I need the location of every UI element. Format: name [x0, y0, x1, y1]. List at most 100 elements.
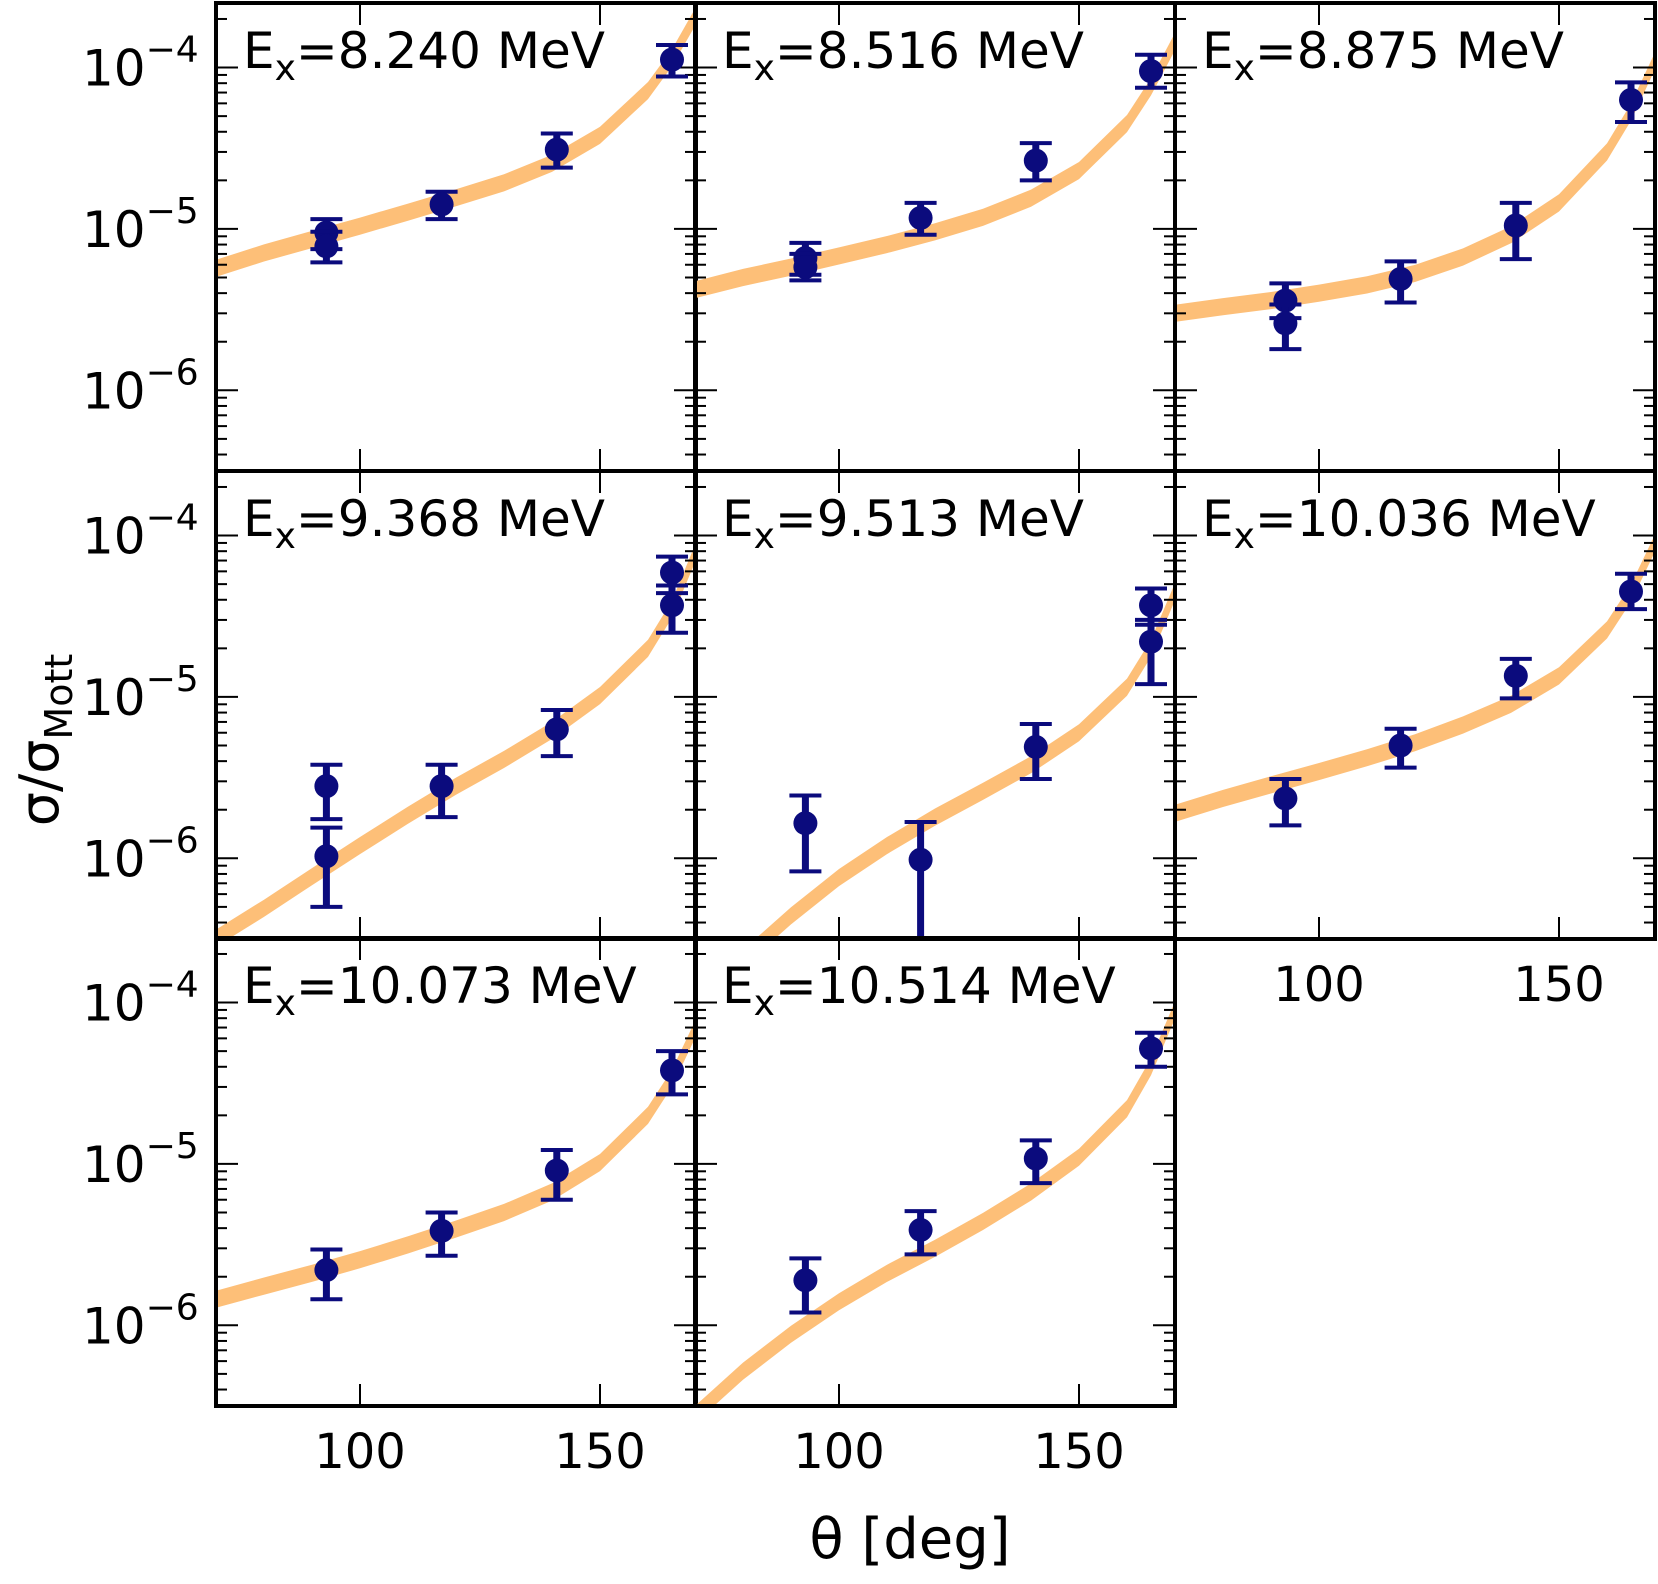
panel-5-label: Ex=9.513 MeV: [722, 490, 1084, 557]
panel-6-label: Ex=10.036 MeV: [1202, 490, 1596, 557]
data-point: [1619, 579, 1643, 604]
panel-3-label: Ex=8.875 MeV: [1202, 22, 1564, 89]
panel-7-ytick-label: 10−4: [82, 965, 199, 1033]
panel-5-label-sub: x: [754, 516, 775, 557]
ytick-label-base: 10: [82, 362, 146, 420]
y-axis-label-sub: Mott: [37, 654, 81, 740]
panel-8-label-prefix: E: [722, 957, 754, 1015]
data-point: [544, 137, 569, 162]
panel-7-label: Ex=10.073 MeV: [243, 957, 637, 1024]
panel-8-points: [789, 1030, 1167, 1315]
panel-3-label-value: =8.875 MeV: [1255, 22, 1564, 80]
panel-1-points: [310, 42, 688, 265]
panel-5-label-prefix: E: [722, 490, 754, 548]
panel-4-ytick-label: 10−6: [82, 820, 199, 888]
panel-4-label-sub: x: [275, 516, 296, 557]
panel-6-xtick-label: 150: [1513, 957, 1605, 1013]
data-point: [544, 717, 569, 742]
data-point: [793, 255, 818, 280]
data-point: [1619, 87, 1643, 112]
ytick-label-exp: −6: [146, 352, 199, 393]
data-point: [1139, 1036, 1163, 1061]
data-point: [1139, 59, 1163, 84]
panel-1-ytick-label: 10−5: [82, 191, 199, 259]
data-point: [314, 774, 339, 799]
ytick-label-exp: −5: [146, 659, 199, 700]
ytick-label-exp: −4: [146, 965, 199, 1006]
panel-2-label-value: =8.516 MeV: [775, 22, 1084, 80]
panel-6-label-sub: x: [1234, 516, 1255, 557]
ytick-label-exp: −4: [146, 30, 199, 71]
panel-4-theory-band: [216, 542, 696, 939]
panel-7-ytick-label: 10−6: [82, 1287, 199, 1355]
panel-1-label-prefix: E: [243, 22, 275, 80]
panel-1-theory-band: [216, 7, 696, 277]
ytick-label-base: 10: [82, 1136, 146, 1194]
ytick-label-base: 10: [82, 1297, 146, 1355]
panel-2-label-prefix: E: [722, 22, 754, 80]
axis-labels: θ [deg] σ/σMott: [8, 654, 1011, 1572]
panel-8-label-value: =10.514 MeV: [775, 957, 1116, 1015]
panel-2-points: [789, 52, 1167, 283]
ytick-label-exp: −4: [146, 498, 199, 539]
panel-6-label-prefix: E: [1202, 490, 1234, 548]
data-point: [1023, 734, 1048, 759]
panel-8-label: Ex=10.514 MeV: [722, 957, 1116, 1024]
panel-7-points: [310, 1049, 688, 1302]
panel-7-ytick-label: 10−5: [82, 1126, 199, 1194]
data-point: [544, 1158, 569, 1183]
panel-4-ytick-label: 10−5: [82, 659, 199, 727]
panel-6-frame: [1173, 469, 1657, 941]
panel-2-label-sub: x: [754, 48, 775, 89]
y-axis-label-main: σ/σ: [8, 740, 71, 827]
panel-2-theory-band: [695, 32, 1175, 299]
data-point: [1023, 148, 1048, 173]
data-point: [429, 774, 454, 799]
panel-1-label-sub: x: [275, 48, 296, 89]
panel-1-label-value: =8.240 MeV: [296, 22, 605, 80]
panel-4-points: [310, 554, 688, 909]
x-axis-label: θ [deg]: [809, 1507, 1010, 1572]
data-point: [314, 844, 339, 869]
ytick-label-base: 10: [82, 975, 146, 1033]
panel-5: Ex=9.513 MeV: [693, 469, 1177, 941]
data-point: [908, 847, 933, 872]
ytick-label-exp: −5: [146, 191, 199, 232]
panel-7-label-value: =10.073 MeV: [296, 957, 637, 1015]
data-point: [1139, 593, 1163, 618]
panel-1-label: Ex=8.240 MeV: [243, 22, 605, 89]
data-point: [660, 47, 684, 72]
panel-6-theory-band: [1175, 534, 1655, 822]
panel-7-label-prefix: E: [243, 957, 275, 1015]
panel-7-label-sub: x: [275, 983, 296, 1024]
data-point: [1388, 266, 1413, 291]
panel-8-frame: [693, 936, 1177, 1408]
ytick-label-base: 10: [82, 40, 146, 98]
data-point: [1388, 733, 1413, 758]
panel-2-label: Ex=8.516 MeV: [722, 22, 1084, 89]
panel-1-ytick-label: 10−6: [82, 352, 199, 420]
panel-8: Ex=10.514 MeV 100 150: [693, 936, 1177, 1480]
panel-4-label-value: =9.368 MeV: [296, 490, 605, 548]
data-point: [908, 205, 933, 230]
panel-7-theory-band: [216, 1019, 696, 1308]
panel-7-xtick-label: 150: [554, 1424, 646, 1480]
panel-8-xtick-label: 100: [793, 1424, 885, 1480]
ytick-label-base: 10: [82, 669, 146, 727]
panel-4-label: Ex=9.368 MeV: [243, 490, 605, 557]
data-point: [660, 1058, 684, 1083]
ytick-label-exp: −5: [146, 1126, 199, 1167]
panel-4-label-prefix: E: [243, 490, 275, 548]
panel-5-theory-band: [755, 583, 1175, 939]
panel-3-theory-band: [1175, 52, 1655, 322]
panel-3-label-prefix: E: [1202, 22, 1234, 80]
panel-6: Ex=10.036 MeV 100 150: [1173, 469, 1657, 1013]
ytick-label-base: 10: [82, 508, 146, 566]
panel-6-label-value: =10.036 MeV: [1255, 490, 1596, 548]
panel-7-xtick-label: 100: [314, 1424, 406, 1480]
panel-7-ticks: [216, 938, 696, 1406]
data-point: [1139, 629, 1163, 654]
